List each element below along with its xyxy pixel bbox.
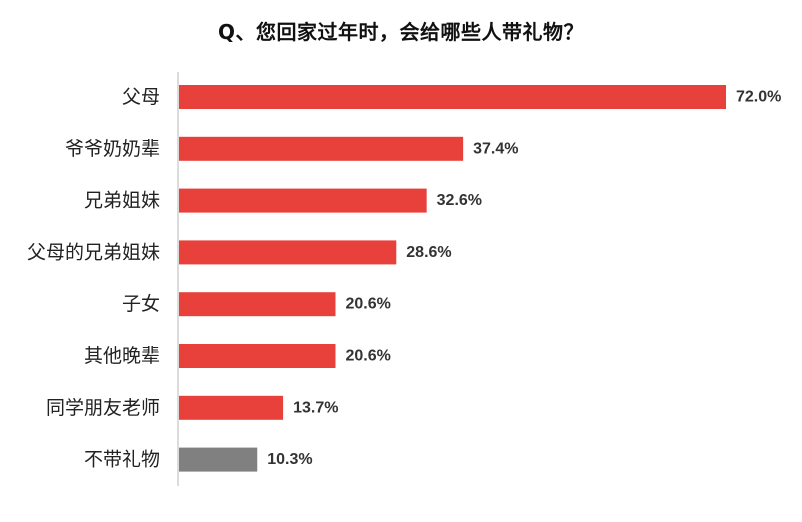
value-label-0: 72.0% — [736, 89, 781, 106]
value-labels-group: 72.0% 37.4% 32.6% 28.6% 20.6% 20.6% 13.7% 10.3% — [267, 89, 781, 469]
category-label-3: 父母的兄弟姐妹 — [27, 241, 160, 263]
bar-5 — [179, 344, 336, 368]
value-label-7: 10.3% — [267, 451, 312, 468]
bar-0 — [179, 85, 726, 109]
value-label-2: 32.6% — [437, 192, 482, 209]
chart-title: Q、您回家过年时，会给哪些人带礼物？ — [217, 20, 584, 44]
value-label-4: 20.6% — [346, 296, 391, 313]
value-label-5: 20.6% — [346, 348, 391, 365]
bar-7 — [179, 447, 258, 472]
value-label-6: 13.7% — [293, 399, 338, 416]
category-label-5: 其他晚辈 — [84, 345, 160, 367]
category-label-2: 兄弟姐妹 — [84, 190, 160, 212]
bars-group — [179, 85, 726, 472]
category-label-0: 父母 — [122, 86, 160, 108]
bar-2 — [179, 188, 427, 213]
category-label-6: 同学朋友老师 — [46, 397, 160, 419]
bar-1 — [179, 136, 464, 161]
category-label-1: 爷爷奶奶辈 — [65, 138, 160, 160]
value-label-3: 28.6% — [406, 244, 451, 261]
category-label-4: 子女 — [122, 293, 160, 315]
bar-4 — [179, 292, 336, 317]
category-label-7: 不带礼物 — [84, 449, 160, 471]
bar-6 — [179, 395, 284, 420]
bar-3 — [179, 240, 397, 265]
value-label-1: 37.4% — [473, 140, 518, 157]
